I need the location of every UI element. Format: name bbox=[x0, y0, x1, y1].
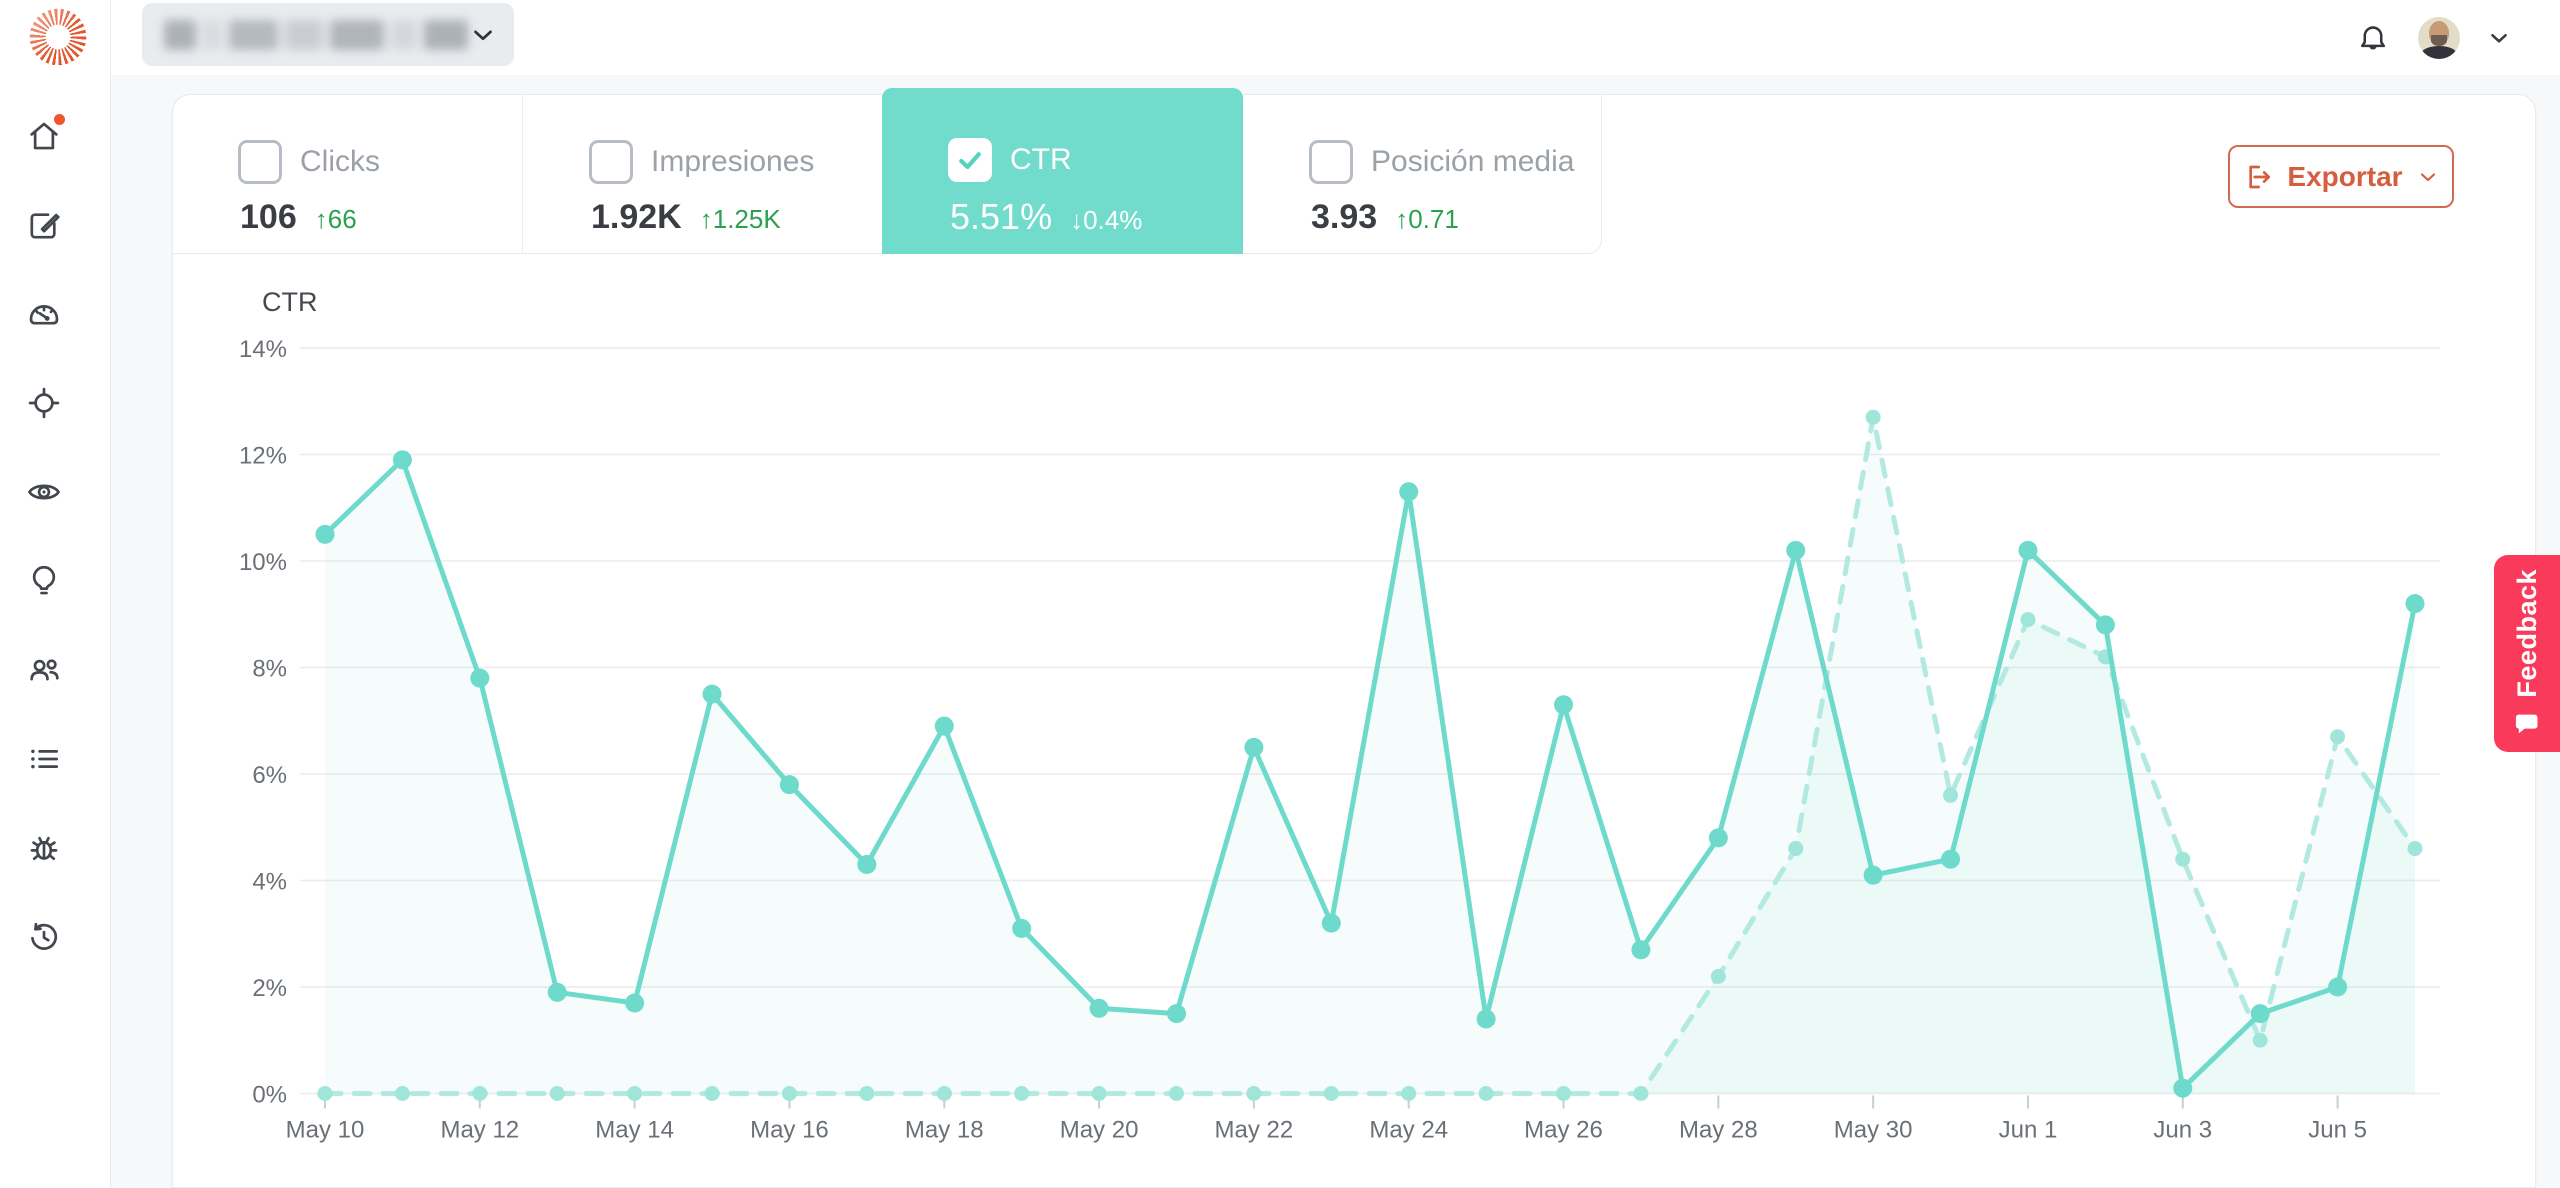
metric-card-ctr[interactable]: CTR 5.51% ↓0.4% bbox=[882, 88, 1243, 254]
clicks-checkbox[interactable] bbox=[238, 140, 282, 184]
metric-card-clicks[interactable]: Clicks 106 ↑66 bbox=[172, 94, 522, 254]
sidebar-item-lists[interactable] bbox=[24, 739, 64, 779]
bell-icon bbox=[2360, 25, 2386, 49]
notification-dot bbox=[52, 112, 67, 127]
home-icon bbox=[30, 122, 58, 150]
metric-value: 5.51% bbox=[950, 196, 1053, 237]
user-menu[interactable] bbox=[2418, 16, 2460, 59]
sidebar-item-edit[interactable] bbox=[24, 205, 64, 245]
metric-change: ↓0.4% bbox=[1070, 205, 1143, 235]
export-label: Exportar bbox=[2287, 160, 2403, 192]
metric-value: 106 bbox=[240, 198, 297, 236]
chevron-down-icon bbox=[2420, 172, 2435, 181]
metric-value: 1.92K bbox=[591, 198, 682, 236]
sidebar-item-audience[interactable] bbox=[24, 650, 64, 690]
sidebar-item-dashboard[interactable] bbox=[24, 294, 64, 334]
position-checkbox[interactable] bbox=[1309, 140, 1353, 184]
report-panel bbox=[172, 94, 2536, 1188]
notifications-button[interactable] bbox=[2354, 19, 2392, 57]
sidebar-item-tracking[interactable] bbox=[24, 383, 64, 423]
metric-value: 3.93 bbox=[1311, 198, 1378, 236]
users-icon bbox=[30, 659, 59, 681]
metric-label: Clicks bbox=[300, 145, 380, 178]
sidebar-item-history[interactable] bbox=[24, 917, 64, 957]
metric-label: Impresiones bbox=[651, 145, 815, 178]
export-icon bbox=[2249, 165, 2271, 188]
topbar bbox=[111, 0, 2560, 75]
metric-label: CTR bbox=[1010, 143, 1072, 176]
chevron-down-icon bbox=[474, 30, 492, 40]
app-logo sunburst-logo[interactable] bbox=[28, 7, 88, 67]
speech-bubble-icon bbox=[2515, 714, 2538, 734]
sidebar-item-ideas[interactable] bbox=[24, 561, 64, 601]
metric-card-position[interactable]: Posición media 3.93 ↑0.71 bbox=[1243, 94, 1601, 254]
metric-change: ↑0.71 bbox=[1395, 204, 1459, 234]
sidebar-item-visibility[interactable] bbox=[24, 472, 64, 512]
impressions-checkbox[interactable] bbox=[589, 140, 633, 184]
avatar bbox=[2418, 16, 2460, 59]
chart-title: CTR bbox=[262, 287, 318, 317]
feedback-label: Feedback bbox=[2511, 569, 2542, 698]
history-icon bbox=[31, 922, 58, 950]
redacted-project-name bbox=[164, 19, 468, 50]
feedback-tab[interactable]: Feedback bbox=[2494, 555, 2560, 752]
metric-label: Posición media bbox=[1371, 145, 1575, 178]
bug-icon bbox=[30, 836, 58, 861]
chevron-down-icon[interactable] bbox=[2486, 25, 2512, 51]
gauge-icon bbox=[29, 305, 59, 325]
eye-icon bbox=[28, 484, 60, 500]
lightbulb-icon bbox=[32, 565, 56, 595]
sidebar-item-home[interactable] bbox=[24, 112, 67, 156]
list-icon bbox=[31, 749, 59, 769]
ctr-checkbox[interactable] bbox=[948, 138, 992, 182]
target-icon bbox=[28, 387, 60, 419]
metric-change: ↑1.25K bbox=[699, 204, 781, 234]
edit-icon bbox=[30, 213, 60, 239]
metric-change: ↑66 bbox=[314, 204, 357, 234]
project-selector-dropdown[interactable] bbox=[142, 3, 514, 66]
check-icon bbox=[959, 152, 981, 170]
sidebar bbox=[0, 0, 111, 1188]
export-button[interactable]: Exportar bbox=[2228, 145, 2454, 208]
sidebar-item-issues[interactable] bbox=[24, 828, 64, 868]
metric-card-impressions[interactable]: Impresiones 1.92K ↑1.25K bbox=[522, 94, 882, 254]
